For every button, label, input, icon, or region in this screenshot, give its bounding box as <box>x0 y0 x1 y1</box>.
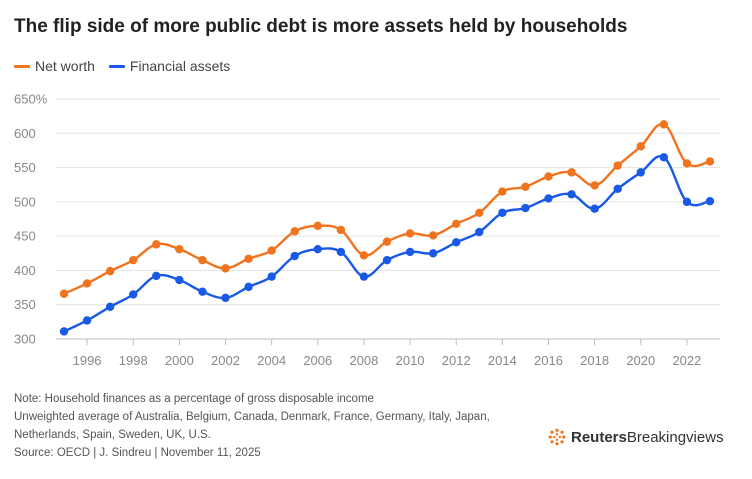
data-point-net-worth <box>198 255 207 265</box>
y-tick-label: 300 <box>14 332 36 347</box>
data-point-financial-assets <box>428 249 438 258</box>
data-point-financial-assets <box>590 204 599 213</box>
data-point-financial-assets <box>475 227 484 237</box>
x-tick-label: 2006 <box>303 353 332 368</box>
data-point-net-worth <box>452 219 461 228</box>
y-tick-label: 350 <box>14 297 36 312</box>
data-point-net-worth <box>590 181 599 190</box>
x-tick-label: 2004 <box>257 353 286 368</box>
data-point-financial-assets <box>452 238 461 247</box>
data-point-financial-assets <box>129 290 138 299</box>
x-tick-label: 2014 <box>488 353 517 368</box>
legend-label-net-worth: Net worth <box>35 58 95 74</box>
data-point-financial-assets <box>267 272 276 281</box>
data-point-financial-assets <box>705 196 715 206</box>
data-point-net-worth <box>636 142 645 151</box>
chart-title: The flip side of more public debt is mor… <box>14 16 628 37</box>
data-point-financial-assets <box>521 203 530 213</box>
data-point-financial-assets <box>152 271 161 281</box>
y-tick-label: 600 <box>14 126 36 141</box>
data-point-financial-assets <box>682 197 692 207</box>
data-point-financial-assets <box>636 168 645 177</box>
y-tick-label: 500 <box>14 194 36 209</box>
note-line-3: Netherlands, Spain, Sweden, UK, U.S. <box>14 429 211 441</box>
data-point-net-worth <box>336 225 346 235</box>
data-point-financial-assets <box>59 327 69 336</box>
data-point-net-worth <box>105 266 115 276</box>
data-point-net-worth <box>659 120 669 129</box>
source-line: Source: OECD | J. Sindreu | November 11,… <box>14 447 261 459</box>
legend: Net worth Financial assets <box>14 58 230 74</box>
x-tick-label: 2016 <box>534 353 563 368</box>
data-point-financial-assets <box>382 255 392 265</box>
y-tick-label: 650% <box>14 92 48 107</box>
x-tick-label: 2022 <box>672 353 701 368</box>
footnotes: Note: Household finances as a percentage… <box>14 390 534 462</box>
legend-swatch-net-worth <box>14 64 30 68</box>
x-tick-label: 2008 <box>349 353 378 368</box>
data-point-net-worth <box>290 227 299 236</box>
data-point-financial-assets <box>659 153 669 162</box>
data-point-net-worth <box>682 159 692 168</box>
data-point-net-worth <box>267 246 276 255</box>
x-tick-label: 2002 <box>211 353 240 368</box>
data-point-financial-assets <box>105 302 115 311</box>
data-point-net-worth <box>382 237 392 246</box>
data-point-financial-assets <box>613 184 622 194</box>
data-point-financial-assets <box>405 247 415 257</box>
series-line-net-worth <box>62 122 712 295</box>
data-point-net-worth <box>59 289 69 298</box>
y-tick-label: 450 <box>14 229 36 244</box>
x-tick-label: 1998 <box>119 353 148 368</box>
data-point-net-worth <box>428 231 438 240</box>
data-point-net-worth <box>244 254 253 263</box>
data-point-net-worth <box>221 264 230 273</box>
data-point-financial-assets <box>82 316 92 325</box>
x-tick-label: 2018 <box>580 353 609 368</box>
legend-item-financial-assets: Financial assets <box>108 58 231 74</box>
x-tick-label: 2012 <box>442 353 471 368</box>
x-tick-label: 2000 <box>165 353 194 368</box>
data-point-net-worth <box>521 182 530 191</box>
data-point-net-worth <box>359 251 369 260</box>
data-point-financial-assets <box>244 282 253 292</box>
data-point-financial-assets <box>359 272 369 281</box>
data-point-financial-assets <box>498 208 507 218</box>
logo-sub: Breakingviews <box>626 428 724 446</box>
data-point-financial-assets <box>198 287 207 296</box>
data-point-net-worth <box>129 255 138 265</box>
data-point-net-worth <box>613 161 622 170</box>
y-tick-label: 550 <box>14 160 36 175</box>
data-point-financial-assets <box>336 247 346 257</box>
data-point-financial-assets <box>567 190 576 199</box>
reuters-breakingviews-logo: Reuters Breakingviews <box>548 428 724 446</box>
legend-label-financial-assets: Financial assets <box>129 58 231 74</box>
data-point-net-worth <box>82 279 92 288</box>
note-line-1: Note: Household finances as a percentage… <box>14 393 374 405</box>
data-point-net-worth <box>705 157 715 166</box>
note-line-2: Unweighted average of Australia, Belgium… <box>14 411 490 423</box>
reuters-dots-icon <box>548 428 566 446</box>
data-point-financial-assets <box>544 194 553 203</box>
data-point-net-worth <box>567 168 576 177</box>
data-point-net-worth <box>475 208 484 218</box>
y-tick-label: 400 <box>14 263 36 278</box>
legend-swatch-financial-assets <box>108 64 125 68</box>
data-point-net-worth <box>313 221 322 231</box>
data-point-net-worth <box>152 240 161 249</box>
data-point-net-worth <box>405 229 415 238</box>
x-tick-label: 2020 <box>626 353 655 368</box>
x-tick-label: 2010 <box>396 353 425 368</box>
data-point-net-worth <box>175 244 184 254</box>
logo-brand: Reuters <box>571 428 627 446</box>
data-point-net-worth <box>498 187 507 196</box>
x-tick-label: 1996 <box>73 353 102 368</box>
data-point-financial-assets <box>221 293 230 303</box>
data-point-financial-assets <box>313 244 322 254</box>
legend-item-net-worth: Net worth <box>14 58 95 74</box>
data-point-net-worth <box>544 172 553 181</box>
data-point-financial-assets <box>290 251 299 261</box>
data-point-financial-assets <box>175 275 184 285</box>
